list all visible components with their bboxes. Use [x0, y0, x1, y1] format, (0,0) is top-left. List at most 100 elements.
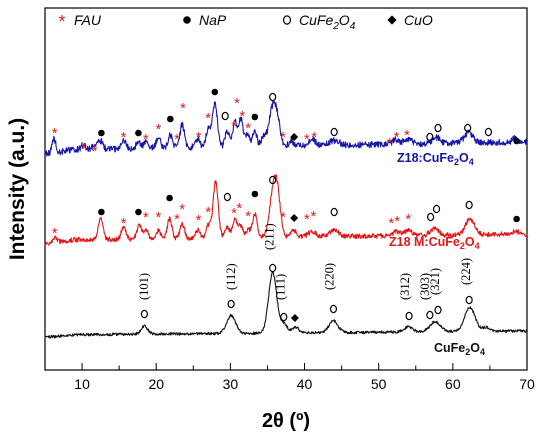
legend-symbol	[183, 16, 191, 24]
fau-marker: *	[304, 131, 310, 148]
cufe2o4-marker	[427, 212, 435, 222]
fau-marker: *	[174, 131, 180, 148]
fau-marker: *	[394, 129, 400, 146]
fau-marker: *	[405, 211, 411, 228]
legend-symbol	[387, 15, 397, 25]
fau-marker: *	[52, 225, 58, 242]
series-name-label: CuFe2O4	[434, 341, 485, 357]
fau-marker: *	[121, 215, 127, 232]
nap-marker	[167, 115, 174, 123]
cufe2o4-marker	[405, 311, 413, 321]
nap-marker	[98, 129, 105, 137]
fau-marker: *	[245, 120, 251, 137]
fau-marker: *	[174, 211, 180, 228]
cufe2o4-marker	[426, 310, 434, 320]
label-layer: (101) (112) (211) (111) (220) (312) (303)(321)…	[137, 151, 485, 357]
hkl-label: (112)	[224, 263, 238, 290]
cufe2o4-marker	[269, 92, 277, 102]
legend-label: NaP	[199, 12, 227, 28]
series-line-0	[44, 100, 528, 157]
x-tick-label: 20	[148, 376, 164, 392]
legend: * FAU NaP CuFe2O4 CuO	[59, 11, 433, 32]
legend-entry-cufe2o4: CuFe2O4	[282, 12, 356, 32]
cufe2o4-marker	[227, 299, 235, 309]
cufe2o4-marker	[140, 309, 148, 319]
marker-layer: ** ** ****** ***** * * * * *** * * *** * * * * * * * * * *	[52, 88, 520, 322]
cuo-marker	[290, 133, 299, 141]
y-axis-title: Intensity (a.u.)	[6, 118, 29, 260]
x-tick-label: 70	[519, 376, 535, 392]
fau-marker: *	[196, 129, 202, 146]
nap-marker	[166, 194, 173, 202]
series-name-label: Z18 M:CuFe2O4	[389, 235, 480, 251]
hkl-label: (101)	[137, 273, 151, 300]
nap-marker	[513, 137, 520, 145]
series-layer	[44, 100, 528, 339]
cuo-marker	[290, 314, 299, 322]
legend-label: CuO	[404, 12, 433, 28]
fau-marker: *	[205, 110, 211, 127]
legend-label: CuFe2O4	[299, 12, 356, 32]
fau-marker: *	[180, 100, 186, 117]
cufe2o4-marker	[280, 312, 288, 322]
fau-marker: *	[245, 208, 251, 225]
x-tick-label: 40	[297, 376, 313, 392]
fau-marker: *	[231, 118, 237, 135]
x-tick-label: 10	[74, 376, 90, 392]
nap-marker	[135, 129, 142, 137]
hkl-label: (321)	[428, 268, 442, 295]
cufe2o4-marker	[329, 304, 338, 314]
fau-marker: *	[92, 143, 98, 160]
cufe2o4-marker	[464, 123, 472, 133]
nap-marker	[251, 113, 259, 121]
fau-marker: *	[239, 108, 245, 125]
cufe2o4-marker	[434, 123, 442, 133]
nap-marker	[211, 88, 219, 96]
series-name-label: Z18:CuFe2O4	[397, 151, 474, 167]
fau-marker: *	[234, 95, 240, 112]
nap-marker	[513, 215, 520, 223]
cufe2o4-marker	[269, 175, 277, 185]
fau-marker: *	[311, 208, 317, 225]
legend-symbol: *	[59, 11, 66, 31]
fau-marker: *	[387, 135, 393, 152]
fau-marker: *	[311, 129, 317, 146]
legend-symbol	[282, 15, 292, 25]
hkl-label: (220)	[322, 263, 336, 290]
x-tick-label: 50	[371, 376, 387, 392]
fau-marker: *	[156, 121, 162, 138]
fau-marker: *	[121, 129, 127, 146]
cufe2o4-marker	[484, 127, 493, 137]
nap-marker	[135, 208, 142, 216]
series-line-2	[44, 271, 528, 339]
x-tick-label: 30	[223, 376, 239, 392]
nap-marker	[98, 208, 105, 216]
x-tick-label: 60	[445, 376, 461, 392]
fau-marker: *	[143, 131, 149, 148]
fau-marker: *	[280, 209, 286, 226]
fau-marker: *	[179, 201, 185, 218]
cufe2o4-marker	[330, 127, 338, 137]
cufe2o4-marker	[432, 204, 441, 214]
fau-marker: *	[280, 129, 286, 146]
series-line-1	[44, 174, 528, 247]
fau-marker: *	[205, 204, 211, 221]
cufe2o4-marker	[434, 305, 442, 315]
x-axis-title: 2θ (º)	[262, 410, 310, 432]
nap-marker	[251, 190, 259, 198]
axis-layer: 10 20 30 40 50 60 70 2θ (º) Intensity (a.u.)	[6, 118, 535, 432]
fau-marker: *	[404, 127, 410, 144]
legend-label: FAU	[74, 12, 102, 28]
hkl-label: (312)	[398, 273, 412, 300]
hkl-label: (303)	[418, 273, 432, 300]
fau-marker: *	[52, 125, 58, 142]
cuo-marker	[290, 214, 299, 222]
fau-marker: *	[304, 211, 310, 228]
cufe2o4-marker	[223, 192, 232, 202]
fau-marker: *	[156, 209, 162, 226]
cufe2o4-marker	[465, 295, 473, 305]
cufe2o4-marker	[465, 200, 473, 210]
legend-entry-nap: NaP	[183, 12, 227, 28]
cufe2o4-marker	[269, 263, 277, 273]
